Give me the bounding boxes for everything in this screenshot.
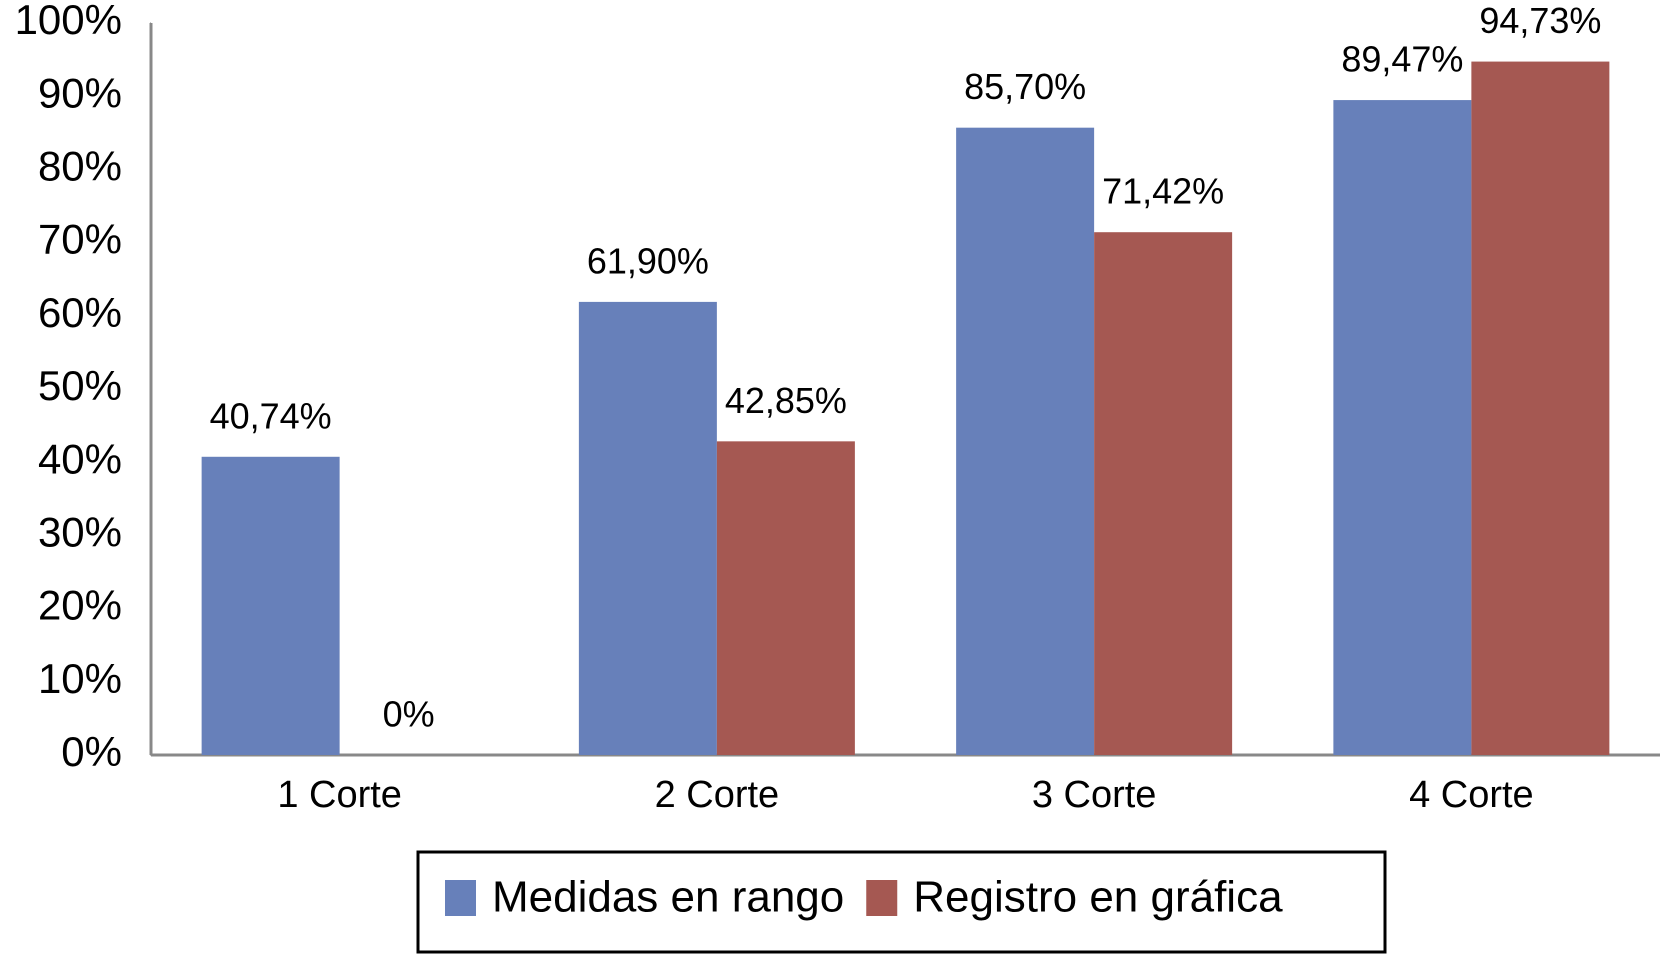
legend-label: Medidas en rango xyxy=(492,873,844,922)
bar xyxy=(1333,100,1472,756)
y-tick-label: 40% xyxy=(38,435,122,482)
legend-box xyxy=(416,850,1387,954)
x-tick-label: 4 Corte xyxy=(1409,774,1534,816)
data-label: 40,74% xyxy=(210,395,332,436)
y-tick-label: 100% xyxy=(15,0,122,43)
bar xyxy=(201,456,340,755)
y-tick-label: 0% xyxy=(61,728,122,775)
y-tick-label: 50% xyxy=(38,362,122,409)
data-label: 0% xyxy=(383,694,435,735)
legend-label: Registro en gráfica xyxy=(913,873,1283,922)
x-tick-label: 3 Corte xyxy=(1032,774,1157,816)
legend-swatch xyxy=(445,880,476,916)
y-tick-label: 70% xyxy=(38,216,122,263)
data-label: 94,73% xyxy=(1479,0,1601,41)
bar xyxy=(716,441,855,755)
y-tick-label: 30% xyxy=(38,508,122,555)
data-label: 89,47% xyxy=(1341,39,1463,80)
legend-swatch xyxy=(866,880,898,916)
bar xyxy=(1094,232,1233,756)
y-tick-label: 90% xyxy=(38,69,122,116)
y-tick-label: 10% xyxy=(38,655,122,702)
data-label: 71,42% xyxy=(1102,171,1224,212)
x-tick-label: 2 Corte xyxy=(655,774,780,816)
y-tick-label: 20% xyxy=(38,582,122,629)
y-tick-label: 80% xyxy=(38,142,122,189)
x-tick-label: 1 Corte xyxy=(277,774,402,816)
bar xyxy=(578,301,717,755)
data-label: 85,70% xyxy=(964,66,1086,107)
y-tick-label: 60% xyxy=(38,289,122,336)
data-label: 42,85% xyxy=(725,380,847,421)
bar xyxy=(956,127,1095,755)
data-label: 61,90% xyxy=(587,240,709,281)
bar xyxy=(1471,61,1610,755)
